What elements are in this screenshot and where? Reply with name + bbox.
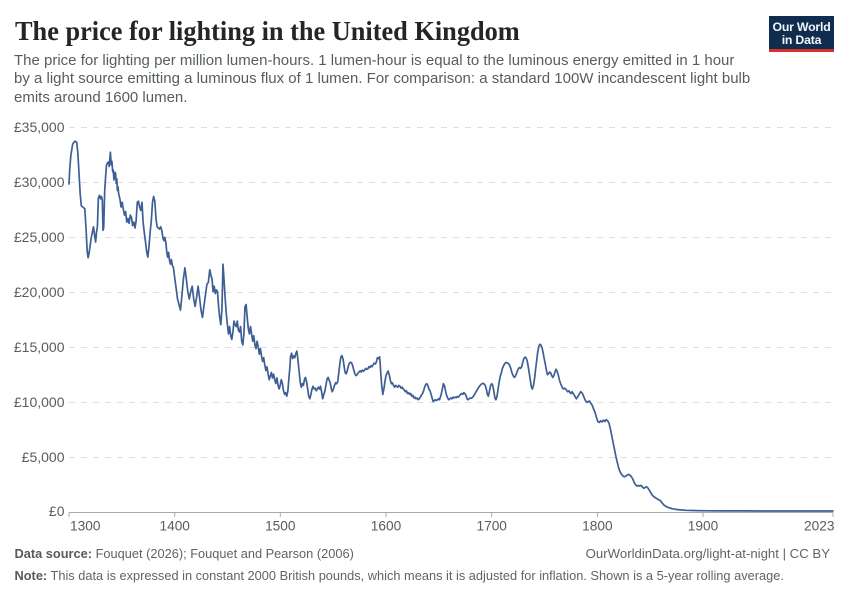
svg-text:£25,000: £25,000: [14, 229, 65, 245]
svg-text:1900: 1900: [688, 518, 719, 533]
svg-text:1800: 1800: [582, 518, 613, 533]
svg-text:1300: 1300: [70, 518, 101, 533]
svg-text:£15,000: £15,000: [14, 339, 65, 355]
svg-text:£20,000: £20,000: [14, 284, 65, 300]
svg-text:2023: 2023: [804, 518, 835, 533]
svg-text:£10,000: £10,000: [14, 394, 65, 410]
svg-text:1600: 1600: [371, 518, 402, 533]
svg-text:£35,000: £35,000: [14, 119, 65, 135]
svg-text:1400: 1400: [159, 518, 190, 533]
svg-text:£5,000: £5,000: [22, 449, 65, 465]
svg-text:£0: £0: [49, 503, 65, 519]
svg-text:1500: 1500: [265, 518, 296, 533]
svg-text:£30,000: £30,000: [14, 174, 65, 190]
svg-text:1700: 1700: [476, 518, 507, 533]
